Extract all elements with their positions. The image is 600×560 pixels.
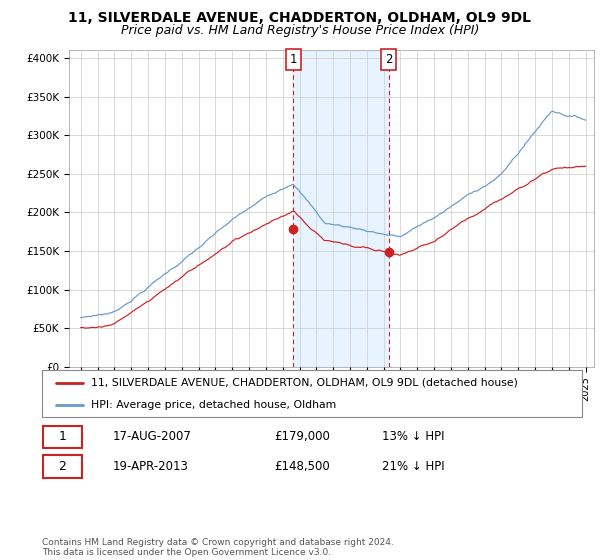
- FancyBboxPatch shape: [43, 426, 82, 448]
- Text: 1: 1: [290, 53, 297, 66]
- Text: £148,500: £148,500: [274, 460, 330, 473]
- Text: 1: 1: [59, 430, 67, 444]
- Text: 2: 2: [59, 460, 67, 473]
- Text: HPI: Average price, detached house, Oldham: HPI: Average price, detached house, Oldh…: [91, 400, 336, 410]
- Text: Price paid vs. HM Land Registry's House Price Index (HPI): Price paid vs. HM Land Registry's House …: [121, 24, 479, 36]
- Bar: [293, 50, 389, 367]
- Text: £179,000: £179,000: [274, 430, 330, 444]
- Text: 11, SILVERDALE AVENUE, CHADDERTON, OLDHAM, OL9 9DL (detached house): 11, SILVERDALE AVENUE, CHADDERTON, OLDHA…: [91, 378, 517, 388]
- Text: 19-APR-2013: 19-APR-2013: [112, 460, 188, 473]
- Text: 17-AUG-2007: 17-AUG-2007: [112, 430, 191, 444]
- FancyBboxPatch shape: [43, 455, 82, 478]
- Text: 21% ↓ HPI: 21% ↓ HPI: [382, 460, 445, 473]
- Text: Contains HM Land Registry data © Crown copyright and database right 2024.
This d: Contains HM Land Registry data © Crown c…: [42, 538, 394, 557]
- Text: 11, SILVERDALE AVENUE, CHADDERTON, OLDHAM, OL9 9DL: 11, SILVERDALE AVENUE, CHADDERTON, OLDHA…: [68, 11, 532, 25]
- Text: 13% ↓ HPI: 13% ↓ HPI: [382, 430, 445, 444]
- Text: 2: 2: [385, 53, 392, 66]
